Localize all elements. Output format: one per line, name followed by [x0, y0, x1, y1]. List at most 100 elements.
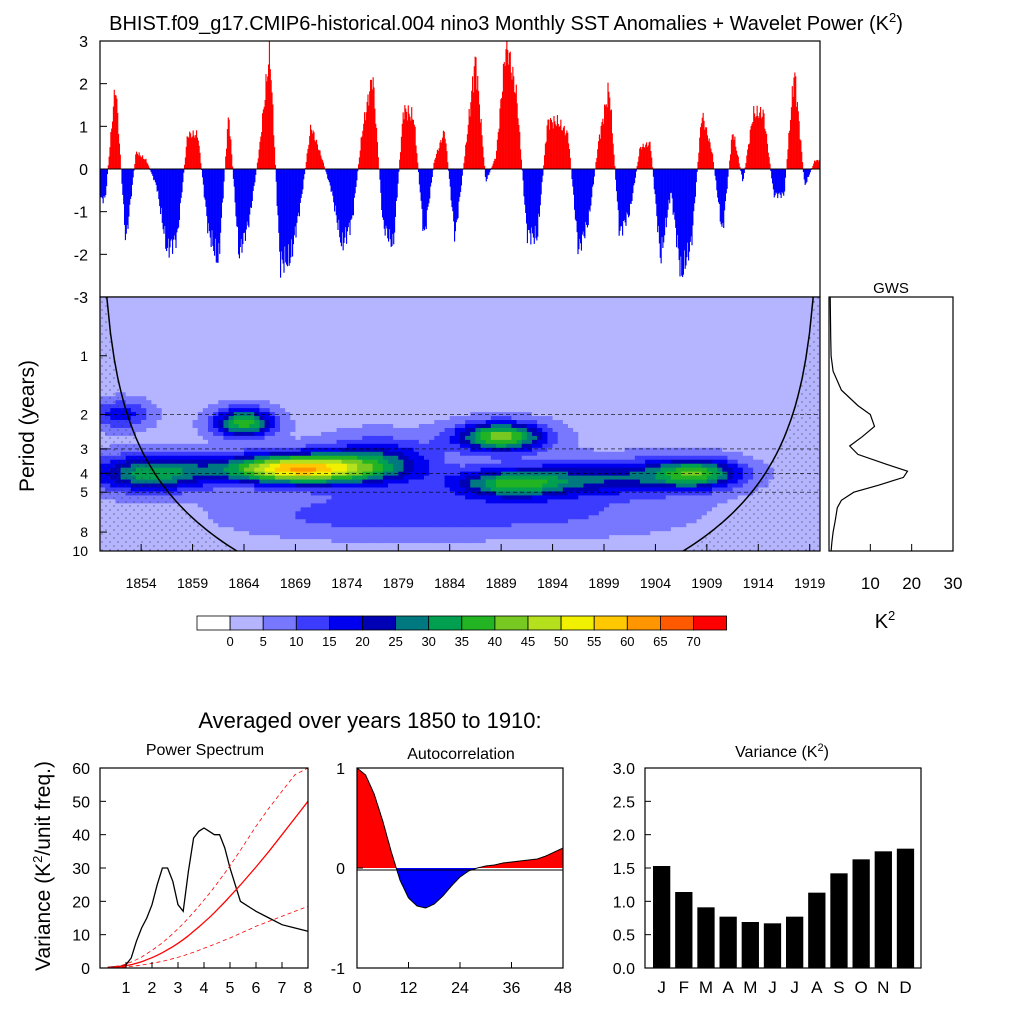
wavelet-cell [202, 392, 209, 397]
wavelet-cell [238, 340, 245, 346]
wavelet-cell [403, 479, 409, 484]
wavelet-cell [197, 388, 204, 393]
wavelet-cell [249, 483, 255, 488]
wavelet-cell [244, 543, 250, 548]
wavelet-cell [228, 304, 235, 310]
wavelet-cell [393, 439, 399, 445]
wavelet-cell [352, 519, 358, 524]
wavelet-cell [208, 503, 214, 508]
sst-anomaly-bar [555, 124, 557, 169]
sst-anomaly-bar [638, 156, 640, 169]
wavelet-cell [310, 304, 317, 310]
wavelet-cell [362, 543, 368, 548]
wavelet-cell [321, 328, 327, 334]
wavelet-cell [197, 340, 204, 346]
wavelet-cell [238, 431, 245, 437]
wavelet-cell [146, 416, 152, 421]
wavelet-cell [408, 443, 415, 449]
wavelet-cell [341, 463, 348, 469]
sst-anomaly-bar [311, 133, 313, 169]
sst-anomaly-bar [772, 169, 775, 190]
wavelet-cell [382, 547, 389, 551]
wavelet-cell [413, 451, 420, 457]
wavelet-cell [336, 340, 343, 346]
sst-anomaly-bar [556, 115, 559, 169]
wavelet-cell [367, 424, 373, 429]
sst-anomaly-bar [499, 108, 501, 169]
wavelet-cell [120, 348, 127, 353]
wavelet-cell [269, 416, 276, 421]
wavelet-cell [280, 316, 286, 322]
wavelet-cell [233, 451, 240, 457]
wavelet-cell [187, 324, 193, 330]
wavelet-cell [393, 519, 399, 524]
wavelet-cell [249, 443, 255, 449]
wavelet-cell [197, 344, 204, 349]
wavelet-cell [316, 431, 322, 437]
wavelet-cell [177, 455, 183, 461]
wavelet-cell [285, 300, 291, 306]
wavelet-cell [336, 404, 343, 409]
wavelet-cell [300, 499, 307, 504]
wavelet-cell [300, 475, 307, 480]
wavelet-cell [238, 435, 245, 441]
wavelet-cell [280, 424, 286, 429]
wavelet-cell [285, 443, 291, 449]
wavelet-cell [269, 392, 276, 397]
wavelet-cell [233, 459, 240, 465]
sst-anomaly-bar [616, 169, 618, 192]
wavelet-cell [393, 316, 399, 322]
wavelet-cell [403, 491, 409, 496]
wavelet-cell [151, 332, 157, 338]
sst-anomaly-bar [166, 169, 169, 248]
wavelet-cell [429, 416, 435, 421]
wavelet-cell [424, 511, 430, 516]
wavelet-cell [156, 439, 163, 445]
wavelet-cell [156, 320, 163, 326]
wavelet-cell [264, 336, 271, 342]
sst-anomaly-bar [155, 169, 157, 185]
wavelet-cell [346, 316, 353, 322]
wavelet-cell [259, 420, 265, 425]
wavelet-cell [141, 439, 147, 445]
wavelet-cell [249, 499, 255, 504]
wavelet-cell [187, 447, 193, 453]
wavelet-cell [244, 455, 250, 461]
wavelet-cell [202, 344, 209, 349]
sst-anomaly-bar [702, 112, 704, 169]
wavelet-cell [377, 427, 384, 433]
sst-anomaly-bar [364, 112, 366, 169]
wavelet-cell [166, 312, 173, 318]
wavelet-cell [424, 388, 430, 393]
wavelet-cell [238, 483, 245, 488]
wavelet-cell [398, 392, 404, 397]
wavelet-cell [269, 304, 276, 310]
wavelet-cell [259, 312, 265, 318]
wavelet-cell [130, 308, 137, 314]
wavelet-cell [341, 459, 348, 465]
wavelet-cell [418, 368, 425, 373]
wavelet-cell [151, 459, 157, 465]
wavelet-cell [233, 443, 240, 449]
wavelet-cell [146, 392, 152, 397]
wavelet-cell [187, 435, 193, 441]
wavelet-cell [125, 336, 132, 342]
wavelet-cell [223, 503, 229, 508]
wavelet-cell [187, 364, 193, 369]
wavelet-cell [172, 297, 178, 302]
wavelet-cell [300, 515, 307, 520]
sst-anomaly-bar [375, 123, 377, 169]
wavelet-cell [321, 519, 327, 524]
wavelet-cell [398, 475, 404, 480]
wavelet-cell [177, 483, 183, 488]
wavelet-cell [388, 388, 394, 393]
wavelet-cell [305, 308, 312, 314]
wavelet-cell [300, 535, 307, 540]
sst-anomaly-bar [532, 169, 534, 234]
wavelet-cell [274, 527, 281, 532]
wavelet-cell [280, 427, 286, 433]
sst-anomaly-bar [423, 169, 425, 229]
wavelet-cell [208, 336, 214, 342]
wavelet-cell [166, 443, 173, 449]
sst-anomaly-bar [737, 156, 739, 169]
